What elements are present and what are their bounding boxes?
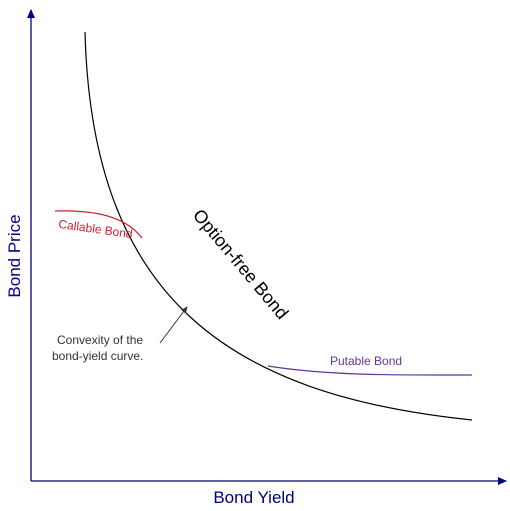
putable-bond-label: Putable Bond: [330, 354, 402, 368]
convexity-arrow: [159, 306, 188, 344]
option-free-bond-label: Option-free Bond: [189, 205, 292, 323]
y-axis-label: Bond Price: [5, 214, 24, 297]
callable-bond-curve: [54, 210, 143, 239]
convexity-note-line1: Convexity of the: [57, 333, 143, 347]
x-axis-label: Bond Yield: [213, 488, 294, 507]
putable-bond-curve: [267, 365, 473, 376]
convexity-note-line2: bond-yield curve.: [52, 349, 143, 363]
option-free-bond-curve: [84, 31, 473, 421]
